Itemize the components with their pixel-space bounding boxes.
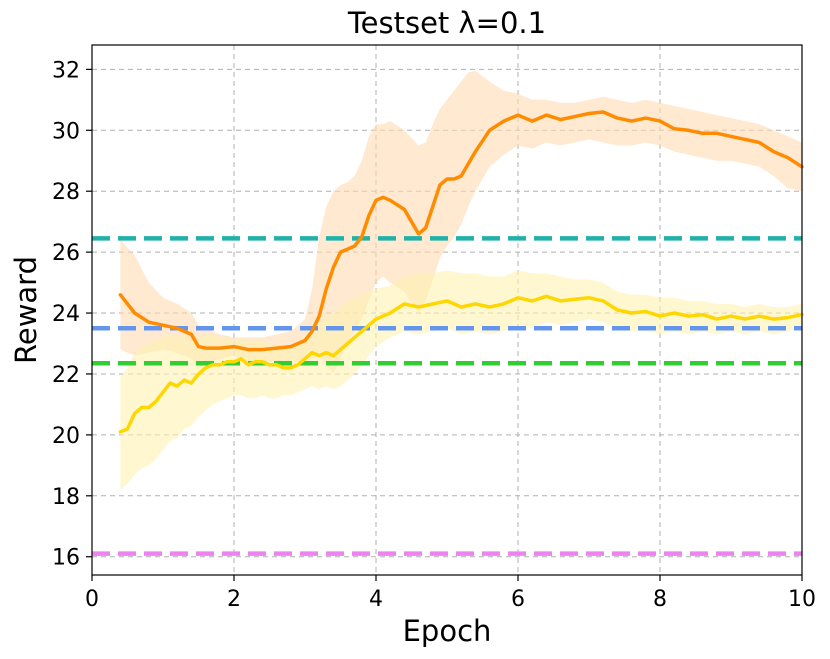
y-tick-label: 26 xyxy=(52,241,80,266)
y-tick-label: 22 xyxy=(52,363,80,388)
y-axis-label: Reward xyxy=(9,256,43,364)
baseline-lines xyxy=(92,236,802,556)
confidence-bands xyxy=(120,70,802,490)
y-tick-label: 28 xyxy=(52,180,80,205)
x-axis-label: Epoch xyxy=(403,614,492,648)
x-tick-label: 0 xyxy=(85,587,99,612)
x-tick-label: 8 xyxy=(653,587,667,612)
y-tick-label: 20 xyxy=(52,424,80,449)
y-tick-label: 30 xyxy=(52,119,80,144)
chart-title: Testset λ=0.1 xyxy=(347,6,546,40)
y-tick-labels: 16 18 20 22 24 26 28 30 32 xyxy=(52,58,92,571)
x-tick-label: 6 xyxy=(511,587,525,612)
x-tick-labels: 0 2 4 6 8 10 xyxy=(85,575,816,612)
series-band-1 xyxy=(120,270,802,490)
y-tick-label: 32 xyxy=(52,58,80,83)
y-tick-label: 24 xyxy=(52,302,80,327)
x-tick-label: 10 xyxy=(788,587,816,612)
series-line-1 xyxy=(118,294,804,434)
series-line-0 xyxy=(118,110,804,352)
y-tick-label: 16 xyxy=(52,546,80,571)
y-tick-label: 18 xyxy=(52,485,80,510)
x-tick-label: 4 xyxy=(369,587,383,612)
series-lines xyxy=(118,110,804,434)
plot-frame xyxy=(91,44,803,576)
series-band-0 xyxy=(120,70,802,375)
x-tick-label: 2 xyxy=(227,587,241,612)
